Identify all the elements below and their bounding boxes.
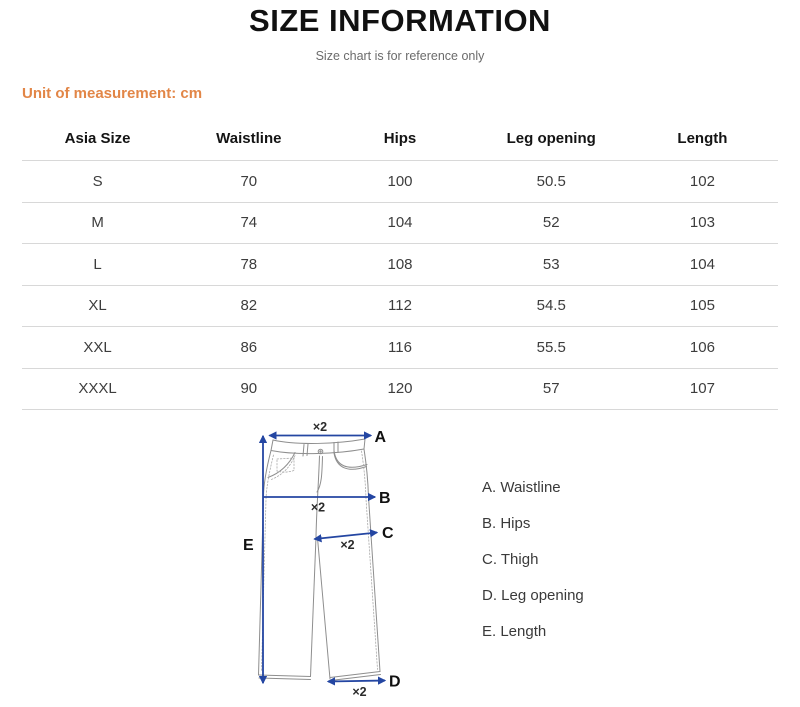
- legend-item: B. Hips: [482, 514, 531, 532]
- table-cell: 74: [240, 214, 258, 232]
- legend-item: E. Length: [482, 622, 547, 640]
- table-row: XL 82 112 54.5 105: [22, 286, 778, 327]
- diagram-label-e: E: [243, 537, 254, 554]
- measure-line-c-thigh: [313, 529, 379, 543]
- table-header-cell: Asia Size: [64, 130, 131, 147]
- page-subtitle: Size chart is for reference only: [315, 49, 485, 63]
- measure-line-d-leg-opening: [326, 676, 387, 686]
- table-cell: 105: [689, 297, 715, 315]
- table-row: XXXL 90 120 57 107: [22, 369, 778, 410]
- multiplier-c: ×2: [340, 538, 354, 552]
- table-cell: 116: [388, 338, 412, 356]
- multiplier-b: ×2: [311, 501, 325, 515]
- table-header-row: Asia Size Waistline Hips Leg opening Length: [22, 117, 778, 161]
- table-cell: XXL: [83, 338, 112, 356]
- legend-item: D. Leg opening: [482, 586, 584, 604]
- table-cell: XXXL: [78, 380, 117, 398]
- multiplier-d: ×2: [352, 685, 366, 699]
- table-row: XXL 86 116 55.5 106: [22, 327, 778, 369]
- unit-of-measurement-note: Unit of measurement: cm: [22, 85, 203, 102]
- table-row: S 70 100 50.5 102: [22, 161, 778, 203]
- legend-item: C. Thigh: [482, 550, 539, 568]
- table-cell: 100: [387, 172, 413, 190]
- table-cell: M: [91, 214, 104, 232]
- table-cell: 53: [542, 255, 560, 273]
- table-cell: 52: [542, 214, 560, 232]
- page-title: SIZE INFORMATION: [249, 3, 551, 38]
- table-cell: 112: [388, 297, 412, 315]
- table-cell: 104: [689, 255, 715, 273]
- table-header-cell: Hips: [383, 130, 417, 147]
- legend-item: A. Waistline: [482, 478, 561, 496]
- table-header-cell: Leg opening: [506, 130, 596, 147]
- table-cell: 107: [689, 380, 715, 398]
- table-cell: 70: [240, 172, 258, 190]
- table-cell: 86: [240, 338, 258, 356]
- diagram-label-c: C: [382, 525, 394, 542]
- table-header-cell: Waistline: [216, 130, 282, 147]
- coin-pocket: [276, 457, 295, 473]
- diagram-label-b: B: [379, 490, 391, 507]
- diagram-label-d: D: [389, 674, 401, 691]
- waist-button: [317, 448, 324, 455]
- measurement-lines: [258, 431, 387, 686]
- table-cell: XL: [88, 297, 107, 315]
- table-cell: S: [92, 172, 103, 190]
- table-header-cell: Length: [677, 130, 728, 147]
- measurement-legend: A. Waistline B. Hips C. Thigh D. Leg openin…: [482, 469, 584, 649]
- table-row: L 78 108 53 104: [22, 244, 778, 286]
- table-cell: 106: [689, 338, 715, 356]
- table-cell: 120: [387, 380, 413, 398]
- table-cell: 78: [240, 255, 258, 273]
- size-table: Asia Size Waistline Hips Leg opening Length …: [22, 117, 778, 410]
- pants-outline-drawing: [258, 438, 381, 681]
- diagram-label-a: A: [375, 429, 387, 446]
- table-cell: 103: [689, 214, 715, 232]
- multiplier-a: ×2: [313, 420, 327, 434]
- table-cell: 57: [542, 380, 560, 398]
- pants-measurement-diagram: A B C D E ×2 ×2 ×2 ×2: [243, 420, 401, 699]
- table-cell: 82: [240, 297, 258, 315]
- table-cell: L: [93, 255, 102, 273]
- table-cell: 90: [240, 380, 258, 398]
- table-cell: 104: [387, 214, 413, 232]
- table-cell: 50.5: [536, 172, 566, 190]
- table-cell: 54.5: [536, 297, 566, 315]
- table-cell: 108: [387, 255, 413, 273]
- table-row: M 74 104 52 103: [22, 203, 778, 244]
- table-cell: 55.5: [536, 338, 566, 356]
- table-cell: 102: [689, 172, 715, 190]
